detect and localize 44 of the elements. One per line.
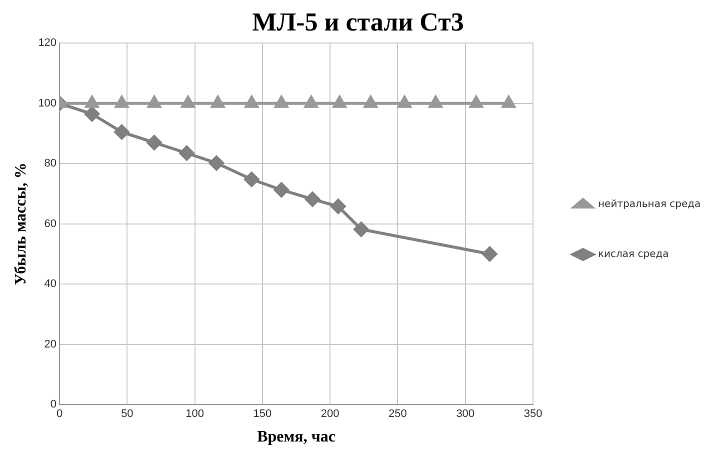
y-tick-label: 120 [38,37,57,50]
point [330,198,346,214]
point [304,96,318,108]
point [179,146,194,161]
legend-label: кислая среда [598,249,669,260]
point [244,172,260,187]
point [148,96,161,108]
y-tick-label: 40 [44,278,57,290]
point [469,96,483,108]
point [354,222,369,237]
point [398,96,412,108]
point [332,96,346,108]
point [274,182,289,198]
point [181,96,195,108]
point [364,96,378,108]
chart-title: МЛ-5 и стали Ст3 [252,7,464,36]
point [85,96,99,108]
point [274,96,288,108]
point [84,106,100,122]
y-tick-label: 80 [44,158,57,170]
x-tick-label: 250 [388,408,407,420]
x-axis-title: Время, час [257,428,336,446]
y-axis-title: Убыль массы, % [12,162,30,286]
y-tick-label: 100 [38,97,57,110]
point [482,246,498,262]
point [146,135,162,150]
point [502,96,516,108]
x-tick-label: 50 [121,408,134,420]
point [244,96,258,108]
point [115,96,128,108]
y-tick-label: 20 [44,338,57,350]
x-tick-label: 100 [186,408,204,420]
y-tick-label: 60 [44,218,57,230]
y-tick-label: 0 [50,398,57,411]
legend-label: нейтральная среда [598,199,701,210]
point [428,96,442,108]
x-tick-label: 200 [320,408,340,420]
point [211,96,225,108]
point [208,156,224,171]
point [305,192,320,207]
x-tick-label: 150 [253,408,272,420]
x-tick-label: 350 [524,408,542,420]
x-tick-label: 300 [456,408,475,420]
point [114,124,130,140]
